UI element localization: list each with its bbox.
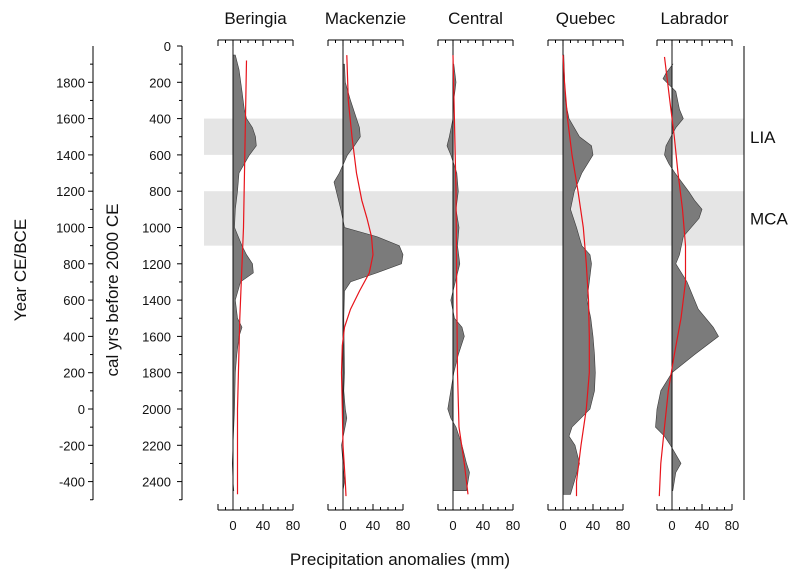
year-tick-label: -400 bbox=[59, 475, 85, 490]
calyr-tick-label: 1600 bbox=[142, 329, 171, 344]
band-mca bbox=[204, 191, 744, 246]
trend-line bbox=[562, 55, 590, 497]
x-tick-label: 80 bbox=[506, 518, 520, 533]
year-tick-label: 1800 bbox=[56, 75, 85, 90]
x-tick-label: 40 bbox=[256, 518, 270, 533]
anomaly-area bbox=[333, 63, 404, 491]
calyr-tick-label: 2400 bbox=[142, 475, 171, 490]
x-tick-label: 80 bbox=[616, 518, 630, 533]
x-tick-label: 0 bbox=[559, 518, 566, 533]
x-tick-label: 0 bbox=[668, 518, 675, 533]
anomaly-area bbox=[655, 63, 719, 491]
calyr-tick-label: 2200 bbox=[142, 438, 171, 453]
panel-labrador: Labrador 0 40 80 bbox=[655, 9, 739, 533]
trend-line bbox=[340, 55, 374, 497]
axes-layer: 180016001400120010008006004002000-200-40… bbox=[56, 39, 745, 501]
year-tick-label: -200 bbox=[59, 438, 85, 453]
x-tick-label: 80 bbox=[725, 518, 739, 533]
year-tick-label: 400 bbox=[63, 329, 85, 344]
panel-title: Mackenzie bbox=[325, 9, 406, 28]
calyr-tick-label: 400 bbox=[149, 112, 171, 127]
band-label-mca: MCA bbox=[750, 209, 788, 228]
year-tick-label: 1600 bbox=[56, 112, 85, 127]
panel-mackenzie: Mackenzie 0 40 80 bbox=[325, 9, 410, 533]
panel-title: Labrador bbox=[660, 9, 728, 28]
year-tick-label: 200 bbox=[63, 366, 85, 381]
calyr-tick-label: 1000 bbox=[142, 221, 171, 236]
calyr-tick-label: 1800 bbox=[142, 366, 171, 381]
panel-title: Quebec bbox=[556, 9, 616, 28]
x-tick-label: 40 bbox=[476, 518, 490, 533]
x-tick-label: 0 bbox=[339, 518, 346, 533]
x-tick-label: 0 bbox=[449, 518, 456, 533]
year-tick-label: 600 bbox=[63, 293, 85, 308]
calyr-tick-label: 1200 bbox=[142, 257, 171, 272]
x-tick-label: 80 bbox=[286, 518, 300, 533]
calyr-tick-label: 200 bbox=[149, 75, 171, 90]
x-axis-title: Precipitation anomalies (mm) bbox=[290, 550, 510, 569]
calyr-tick-label: 2000 bbox=[142, 402, 171, 417]
calyr-tick-label: 800 bbox=[149, 184, 171, 199]
year-tick-label: 1400 bbox=[56, 148, 85, 163]
bands-layer bbox=[204, 118, 744, 246]
labels-layer: Precipitation anomalies (mm) Year CE/BCE… bbox=[11, 128, 788, 569]
panel-central: Central 0 40 80 bbox=[437, 9, 520, 533]
year-tick-label: 0 bbox=[78, 402, 85, 417]
calyr-tick-label: 600 bbox=[149, 148, 171, 163]
trend-line bbox=[236, 60, 248, 495]
x-tick-label: 80 bbox=[396, 518, 410, 533]
year-tick-label: 800 bbox=[63, 257, 85, 272]
band-label-lia: LIA bbox=[750, 128, 776, 147]
trend-line bbox=[452, 55, 469, 495]
calyr-tick-label: 1400 bbox=[142, 293, 171, 308]
x-tick-label: 40 bbox=[586, 518, 600, 533]
left-y-axis-title: Year CE/BCE bbox=[11, 219, 30, 321]
x-tick-label: 0 bbox=[229, 518, 236, 533]
panel-title: Beringia bbox=[224, 9, 287, 28]
trend-line bbox=[658, 56, 687, 497]
x-tick-label: 40 bbox=[366, 518, 380, 533]
anomaly-area bbox=[562, 54, 596, 495]
panel-title: Central bbox=[448, 9, 503, 28]
calyr-tick-label: 0 bbox=[164, 39, 171, 54]
x-tick-label: 40 bbox=[695, 518, 709, 533]
year-tick-label: 1200 bbox=[56, 184, 85, 199]
right-y-axis-title: cal yrs before 2000 CE bbox=[103, 204, 122, 377]
band-lia bbox=[204, 118, 744, 155]
year-tick-label: 1000 bbox=[56, 221, 85, 236]
panel-beringia: Beringia 0 40 80 bbox=[217, 9, 300, 533]
panel-quebec: Quebec 0 40 80 bbox=[547, 9, 630, 533]
